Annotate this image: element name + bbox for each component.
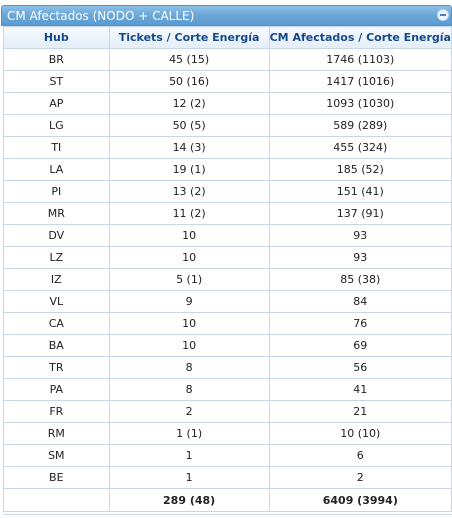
table-row[interactable]: BE 1 2 bbox=[3, 466, 452, 489]
tickets-cell: 9 bbox=[108, 290, 270, 313]
cm-afectados-cell: 1746 (1103) bbox=[268, 48, 452, 71]
cm-afectados-cell: 589 (289) bbox=[268, 114, 452, 137]
table-row[interactable]: FR 2 21 bbox=[3, 400, 452, 423]
hub-cell: BA bbox=[3, 334, 110, 357]
totals-row: 289 (48) 6409 (3994) bbox=[3, 488, 452, 512]
cm-afectados-cell: 85 (38) bbox=[268, 268, 452, 291]
tickets-cell: 13 (2) bbox=[108, 180, 270, 203]
table-row[interactable]: BA 10 69 bbox=[3, 334, 452, 357]
tickets-cell: 1 (1) bbox=[108, 422, 270, 445]
tickets-cell: 11 (2) bbox=[108, 202, 270, 225]
cm-afectados-cell: 84 bbox=[268, 290, 452, 313]
cm-afectados-cell: 2 bbox=[268, 466, 452, 489]
total-tickets-cell: 289 (48) bbox=[108, 488, 270, 512]
table-row[interactable]: ST 50 (16) 1417 (1016) bbox=[3, 70, 452, 93]
tickets-cell: 1 bbox=[108, 444, 270, 467]
tickets-cell: 12 (2) bbox=[108, 92, 270, 115]
hub-cell: CA bbox=[3, 312, 110, 335]
collapse-icon[interactable] bbox=[437, 9, 449, 21]
table-row[interactable]: SM 1 6 bbox=[3, 444, 452, 467]
tickets-cell: 10 bbox=[108, 246, 270, 269]
hub-cell: PI bbox=[3, 180, 110, 203]
cm-afectados-cell: 41 bbox=[268, 378, 452, 401]
hub-cell: VL bbox=[3, 290, 110, 313]
table-row[interactable]: RM 1 (1) 10 (10) bbox=[3, 422, 452, 445]
tickets-cell: 8 bbox=[108, 378, 270, 401]
cm-afectados-cell: 1417 (1016) bbox=[268, 70, 452, 93]
tickets-cell: 50 (16) bbox=[108, 70, 270, 93]
total-cm-afectados-cell: 6409 (3994) bbox=[268, 488, 452, 512]
table-row[interactable]: PA 8 41 bbox=[3, 378, 452, 401]
hub-cell: AP bbox=[3, 92, 110, 115]
tickets-cell: 2 bbox=[108, 400, 270, 423]
total-hub-cell bbox=[3, 488, 110, 512]
hub-cell: SM bbox=[3, 444, 110, 467]
cm-afectados-cell: 151 (41) bbox=[268, 180, 452, 203]
table-row[interactable]: PI 13 (2) 151 (41) bbox=[3, 180, 452, 203]
hub-cell: RM bbox=[3, 422, 110, 445]
cm-afectados-cell: 137 (91) bbox=[268, 202, 452, 225]
table-row[interactable]: LA 19 (1) 185 (52) bbox=[3, 158, 452, 181]
tickets-cell: 10 bbox=[108, 334, 270, 357]
cm-afectados-cell: 93 bbox=[268, 224, 452, 247]
hub-cell: BR bbox=[3, 48, 110, 71]
table-row[interactable]: LZ 10 93 bbox=[3, 246, 452, 269]
hub-cell: DV bbox=[3, 224, 110, 247]
table-row[interactable]: DV 10 93 bbox=[3, 224, 452, 247]
cm-afectados-cell: 455 (324) bbox=[268, 136, 452, 159]
hub-cell: MR bbox=[3, 202, 110, 225]
table-row[interactable]: LG 50 (5) 589 (289) bbox=[3, 114, 452, 137]
table-row[interactable]: IZ 5 (1) 85 (38) bbox=[3, 268, 452, 291]
cm-afectados-cell: 21 bbox=[268, 400, 452, 423]
hub-cell: IZ bbox=[3, 268, 110, 291]
cm-afectados-cell: 185 (52) bbox=[268, 158, 452, 181]
hub-cell: LA bbox=[3, 158, 110, 181]
column-header-tickets[interactable]: Tickets / Corte Energía bbox=[108, 26, 270, 49]
column-header-cm-afectados[interactable]: CM Afectados / Corte Energía bbox=[268, 26, 452, 49]
hub-cell: TI bbox=[3, 136, 110, 159]
table-row[interactable]: CA 10 76 bbox=[3, 312, 452, 335]
tickets-cell: 14 (3) bbox=[108, 136, 270, 159]
hub-cell: ST bbox=[3, 70, 110, 93]
column-header-hub[interactable]: Hub bbox=[3, 26, 110, 49]
tickets-cell: 45 (15) bbox=[108, 48, 270, 71]
table-row[interactable]: TI 14 (3) 455 (324) bbox=[3, 136, 452, 159]
cm-afectados-cell: 69 bbox=[268, 334, 452, 357]
tickets-cell: 1 bbox=[108, 466, 270, 489]
tickets-cell: 5 (1) bbox=[108, 268, 270, 291]
cm-afectados-cell: 93 bbox=[268, 246, 452, 269]
hub-cell: PA bbox=[3, 378, 110, 401]
hub-cell: TR bbox=[3, 356, 110, 379]
tickets-cell: 8 bbox=[108, 356, 270, 379]
cm-afectados-cell: 10 (10) bbox=[268, 422, 452, 445]
panel-title: CM Afectados (NODO + CALLE) bbox=[7, 9, 195, 23]
cm-afectados-cell: 6 bbox=[268, 444, 452, 467]
data-grid: Hub Tickets / Corte Energía CM Afectados… bbox=[3, 26, 452, 512]
tickets-cell: 10 bbox=[108, 312, 270, 335]
table-row[interactable]: BR 45 (15) 1746 (1103) bbox=[3, 48, 452, 71]
panel-header: CM Afectados (NODO + CALLE) bbox=[1, 5, 452, 26]
cm-afectados-cell: 1093 (1030) bbox=[268, 92, 452, 115]
tickets-cell: 50 (5) bbox=[108, 114, 270, 137]
header-row: Hub Tickets / Corte Energía CM Afectados… bbox=[3, 26, 452, 49]
tickets-cell: 10 bbox=[108, 224, 270, 247]
hub-cell: FR bbox=[3, 400, 110, 423]
table-row[interactable]: TR 8 56 bbox=[3, 356, 452, 379]
tickets-cell: 19 (1) bbox=[108, 158, 270, 181]
cm-afectados-cell: 76 bbox=[268, 312, 452, 335]
table-row[interactable]: MR 11 (2) 137 (91) bbox=[3, 202, 452, 225]
hub-cell: BE bbox=[3, 466, 110, 489]
cm-afectados-cell: 56 bbox=[268, 356, 452, 379]
table-row[interactable]: AP 12 (2) 1093 (1030) bbox=[3, 92, 452, 115]
hub-cell: LG bbox=[3, 114, 110, 137]
table-row[interactable]: VL 9 84 bbox=[3, 290, 452, 313]
grid-bottom-border bbox=[3, 514, 452, 515]
hub-cell: LZ bbox=[3, 246, 110, 269]
